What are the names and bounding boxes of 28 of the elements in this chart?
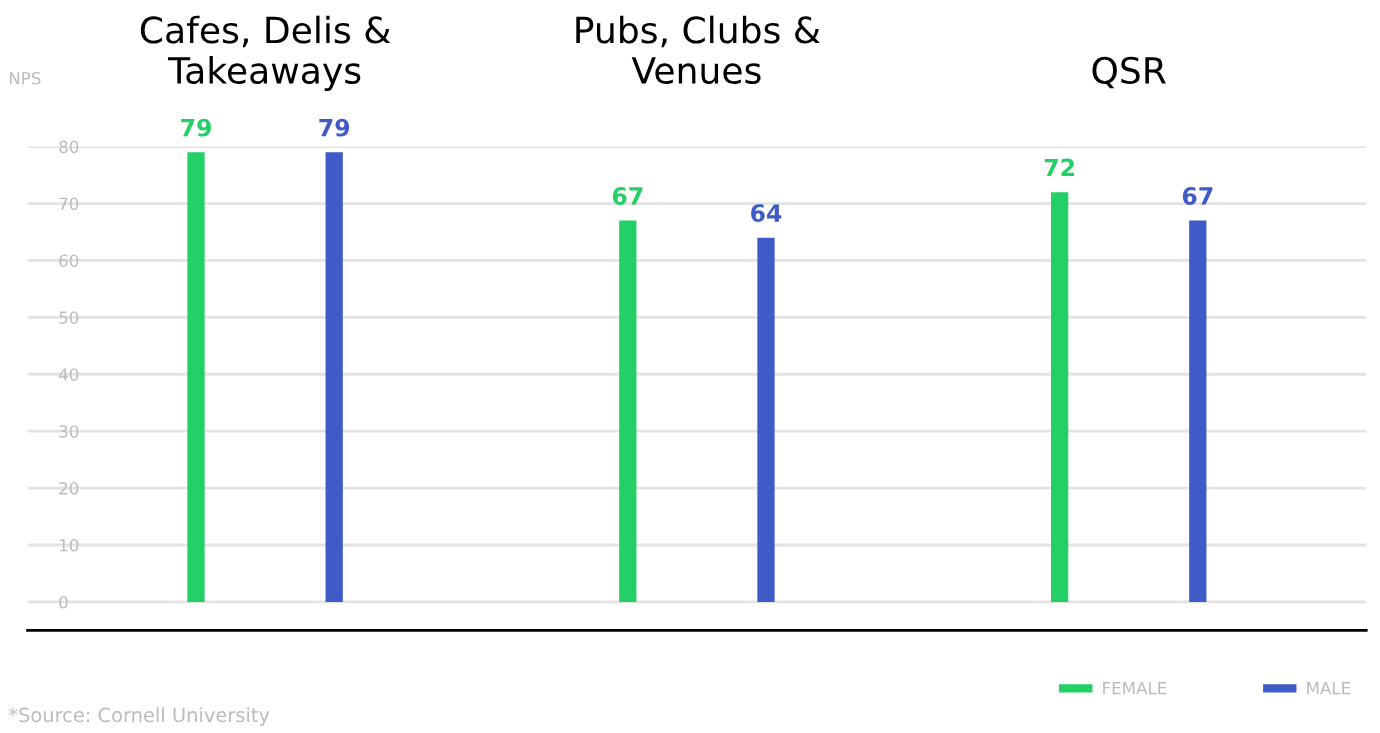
- bar: [619, 220, 637, 602]
- text: *Source: Cornell University: [8, 707, 270, 727]
- y-tick-label: 40: [58, 368, 79, 381]
- data-label: 79: [181, 118, 211, 137]
- x-tick-label: QSR: [1092, 56, 1166, 89]
- y-tick-label: 70: [59, 197, 79, 211]
- data-label: 79: [319, 118, 350, 137]
- data-label: 72: [1044, 158, 1074, 177]
- bar: [1189, 220, 1207, 602]
- data-label: 64: [751, 204, 782, 222]
- data-label: 67: [1182, 187, 1213, 205]
- data-label: 67: [612, 187, 643, 205]
- x-tick-label: Pubs, Clubs & Venues: [576, 15, 820, 85]
- bar: [325, 152, 343, 602]
- y-tick-label: 20: [59, 482, 79, 495]
- legend-label: MALE: [1307, 682, 1351, 695]
- y-tick-label: 0: [59, 595, 68, 609]
- y-axis-title: NPS: [9, 71, 41, 85]
- y-tick-label: 50: [59, 311, 79, 324]
- bar: [1050, 192, 1069, 602]
- y-tick-label: 80: [59, 140, 79, 154]
- x-tick-label: Cafes, Delis & Takeaways: [140, 15, 391, 92]
- bar: [757, 237, 775, 602]
- legend-label: FEMALE: [1103, 682, 1167, 695]
- y-tick-label: 30: [59, 425, 79, 438]
- y-tick-label: 60: [59, 254, 79, 267]
- bar: [187, 152, 205, 602]
- y-tick-label: 10: [59, 538, 79, 552]
